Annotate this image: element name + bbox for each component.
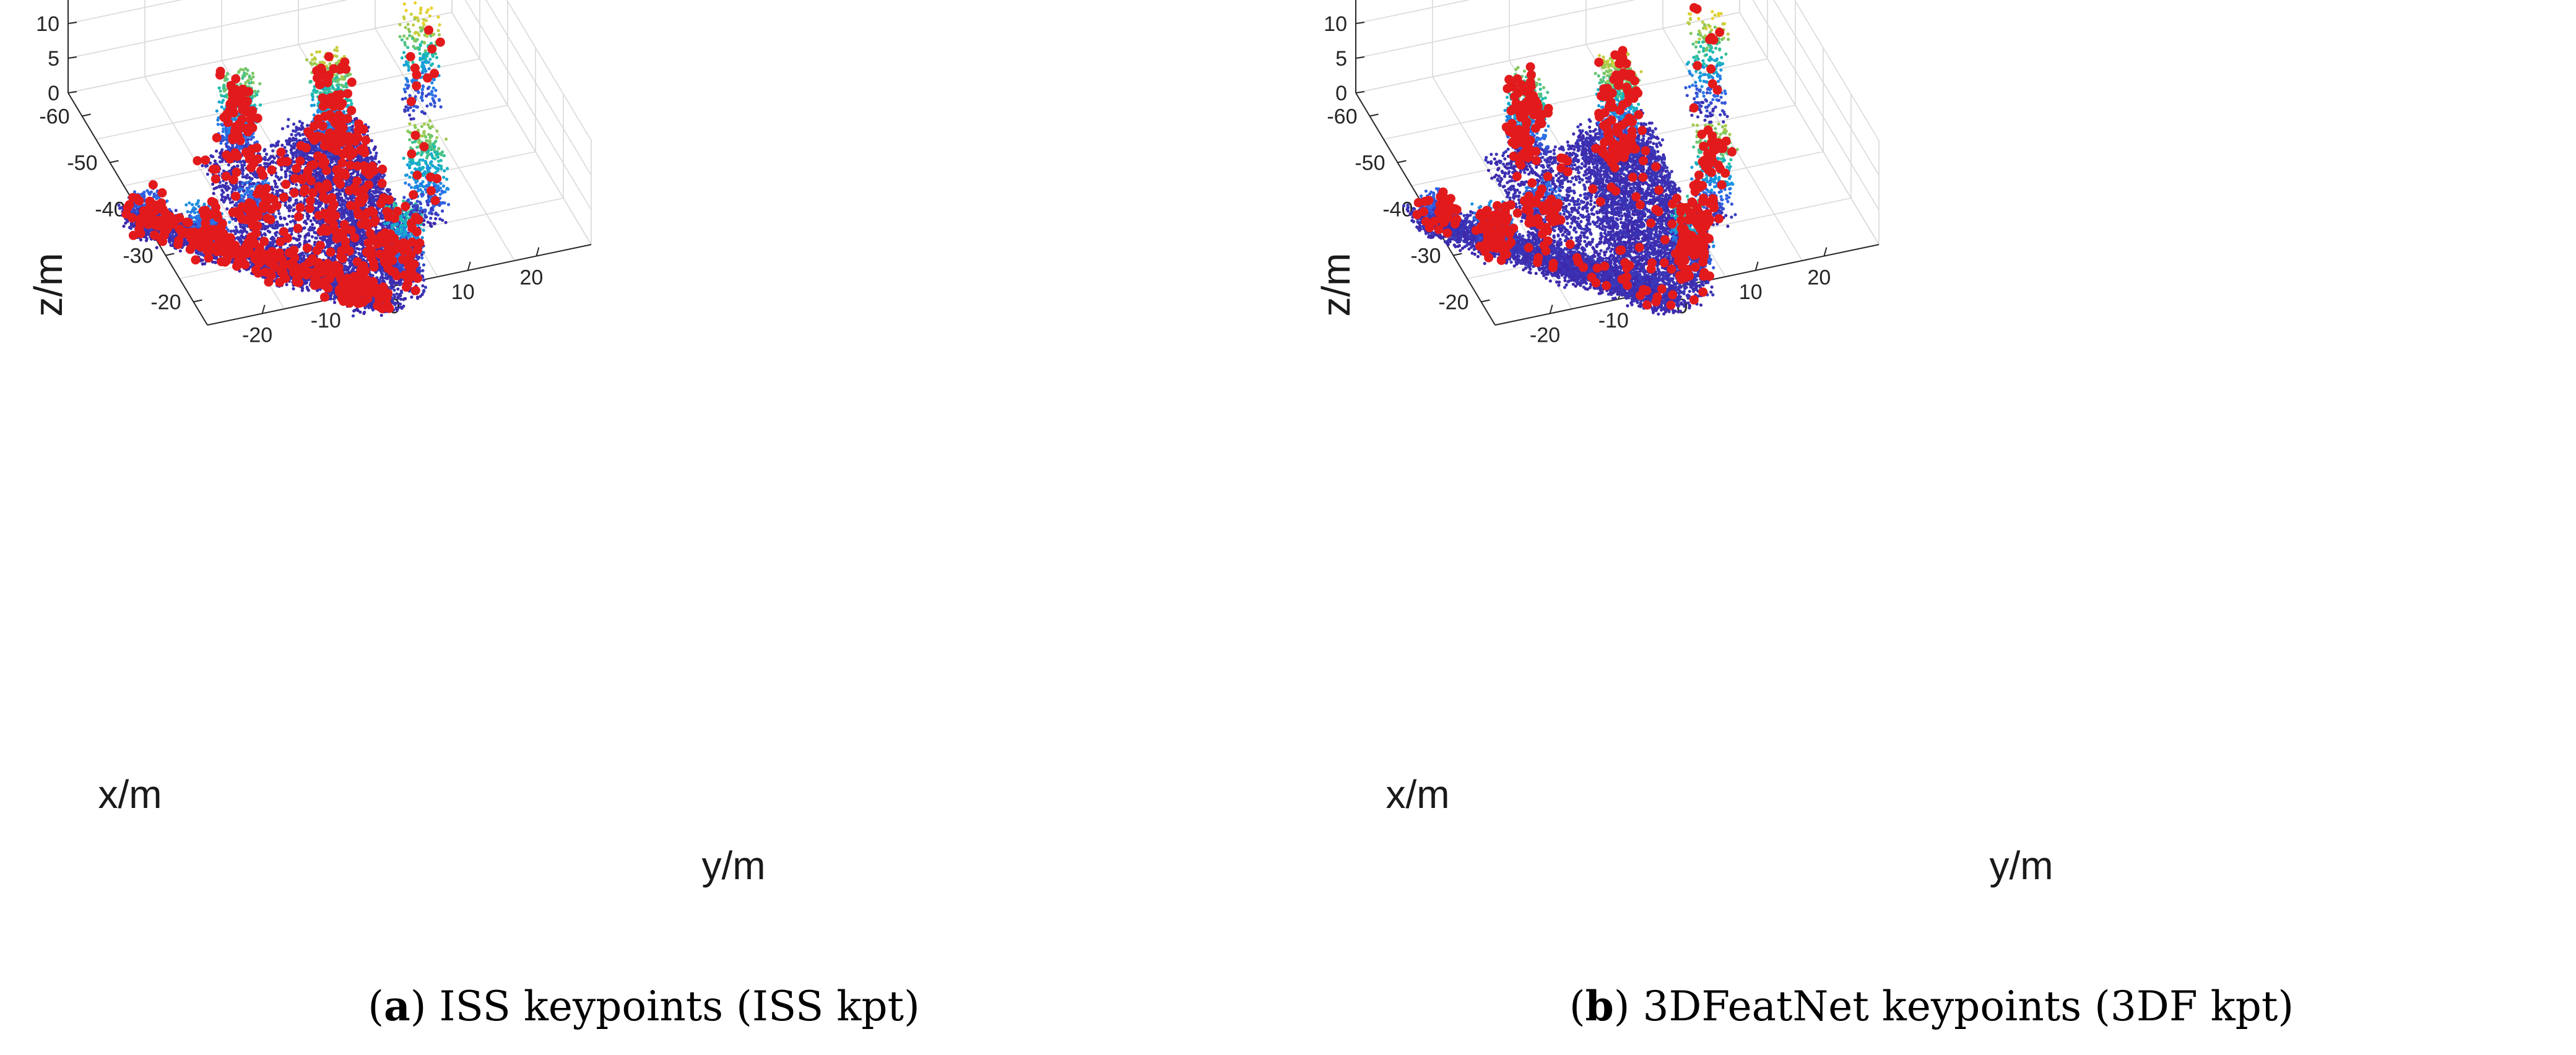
wall-height-grid-line: [67, 12, 592, 245]
point: [329, 295, 332, 298]
point: [391, 300, 394, 303]
point: [174, 209, 178, 212]
y-tick-mark: [536, 247, 540, 256]
point: [396, 287, 400, 291]
x-tick-label: -50: [67, 152, 97, 175]
point: [356, 308, 360, 313]
point: [400, 290, 404, 295]
point: [298, 133, 302, 137]
y-tick-mark: [261, 305, 266, 314]
z-axis-title: z/m: [26, 253, 71, 316]
point: [402, 304, 405, 308]
point: [305, 285, 309, 289]
x-tick-mark: [165, 253, 175, 256]
z-tick-label: 15: [36, 0, 59, 1]
point: [363, 306, 367, 310]
x-tick-mark: [110, 160, 119, 163]
point: [356, 173, 360, 176]
point: [232, 229, 236, 233]
point: [235, 230, 239, 233]
floor-grid-line: [375, 28, 515, 261]
y-tick-label: -10: [311, 309, 341, 332]
point: [280, 127, 285, 131]
x-tick-mark: [193, 299, 202, 303]
z-tick-label: 0: [48, 82, 59, 105]
z-tick-mark: [67, 91, 77, 93]
x-tick-mark: [82, 113, 91, 117]
point: [358, 310, 362, 314]
point: [300, 124, 303, 128]
point: [118, 206, 122, 210]
point: [372, 156, 376, 160]
point: [383, 173, 386, 177]
z-tick-mark: [67, 22, 77, 24]
point: [287, 118, 290, 121]
chart-plot-a: -60-50-40-30-20-20-1001020151050x/my/mz/…: [26, 0, 766, 888]
y-axis-title: y/m: [701, 843, 765, 888]
point: [363, 310, 366, 314]
wall-height-grid-line: [67, 0, 592, 176]
z-tick-label: 5: [48, 47, 59, 71]
point: [306, 124, 310, 128]
point: [353, 308, 357, 312]
y-tick-mark: [467, 261, 471, 271]
point: [410, 295, 414, 299]
z-tick-mark: [67, 56, 77, 59]
point: [348, 265, 352, 269]
point: [351, 314, 355, 318]
point: [377, 160, 381, 164]
x-axis-title: x/m: [98, 772, 162, 817]
point: [379, 313, 383, 317]
point: [155, 246, 158, 250]
point: [350, 263, 354, 267]
z-tick-label: 10: [36, 12, 59, 36]
x-tick-label: -60: [39, 105, 69, 129]
point: [128, 225, 131, 230]
point: [298, 119, 301, 123]
y-tick-label: -20: [242, 323, 272, 347]
x-tick-label: -30: [123, 245, 153, 268]
point: [294, 134, 298, 137]
point: [117, 203, 121, 207]
point: [396, 306, 400, 310]
point: [415, 295, 420, 299]
point: [229, 229, 233, 233]
point: [423, 285, 428, 289]
point: [392, 293, 396, 297]
y-tick-label: 20: [520, 266, 544, 290]
point: [379, 276, 383, 280]
point: [353, 117, 357, 121]
point: [373, 147, 376, 150]
point: [332, 300, 337, 305]
point: [306, 289, 310, 292]
point: [392, 289, 396, 292]
point: [292, 122, 296, 126]
point: [386, 277, 389, 280]
point: [170, 243, 174, 247]
point: [357, 252, 361, 256]
point: [380, 272, 384, 276]
wall-height-grid-line: [67, 0, 592, 211]
chart-panel-a: -60-50-40-30-20-20-1001020151050x/my/mz/…: [0, 0, 1288, 966]
wall-height-grid-line: [506, 0, 592, 141]
point: [290, 132, 293, 136]
point: [234, 225, 238, 229]
point: [178, 249, 182, 253]
point: [418, 295, 422, 298]
y-tick-label: 10: [451, 280, 475, 304]
point: [292, 129, 295, 132]
point: [391, 297, 395, 300]
point: [286, 124, 290, 128]
point: [404, 297, 407, 300]
point: [285, 283, 288, 287]
point: [396, 297, 400, 300]
point: [399, 297, 403, 301]
point: [122, 224, 126, 228]
axis-ticks: -60-50-40-30-20-20-1001020151050: [36, 0, 543, 347]
point: [421, 284, 425, 288]
point: [375, 151, 378, 155]
x-tick-label: -20: [150, 291, 181, 315]
